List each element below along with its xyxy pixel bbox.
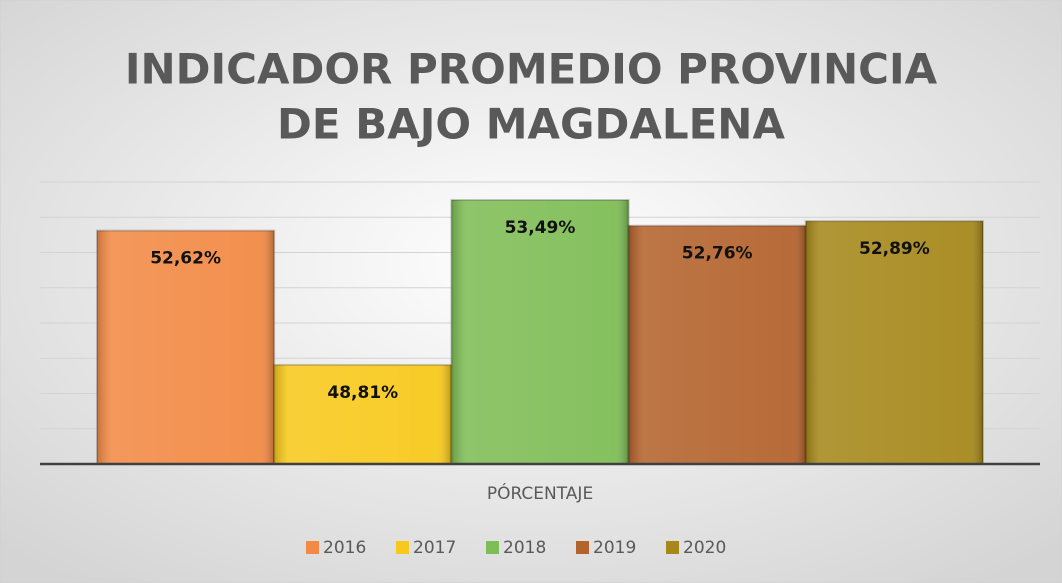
bar-shine bbox=[274, 364, 452, 464]
legend-swatch bbox=[576, 541, 589, 554]
legend-label: 2018 bbox=[503, 538, 546, 558]
legend-swatch bbox=[666, 541, 679, 554]
legend-label: 2019 bbox=[593, 538, 636, 558]
bar-shine bbox=[97, 230, 275, 464]
x-tick-label: PÓRCENTAJE bbox=[487, 482, 593, 504]
legend-label: 2017 bbox=[413, 538, 456, 558]
data-label: 52,89% bbox=[859, 239, 930, 259]
data-label: 53,49% bbox=[505, 218, 576, 238]
bar-shine bbox=[628, 225, 806, 464]
chart-title: INDICADOR PROMEDIO PROVINCIA bbox=[125, 45, 938, 94]
bar-shine bbox=[451, 199, 629, 465]
legend-swatch bbox=[486, 541, 499, 554]
data-label: 52,76% bbox=[682, 244, 753, 264]
legend-label: 2016 bbox=[323, 538, 366, 558]
data-label: 48,81% bbox=[327, 383, 398, 403]
legend-label: 2020 bbox=[683, 538, 726, 558]
bar-shine bbox=[805, 221, 983, 464]
data-label: 52,62% bbox=[150, 249, 221, 269]
legend-swatch bbox=[306, 541, 319, 554]
chart-title: DE BAJO MAGDALENA bbox=[277, 100, 785, 149]
legend-swatch bbox=[396, 541, 409, 554]
